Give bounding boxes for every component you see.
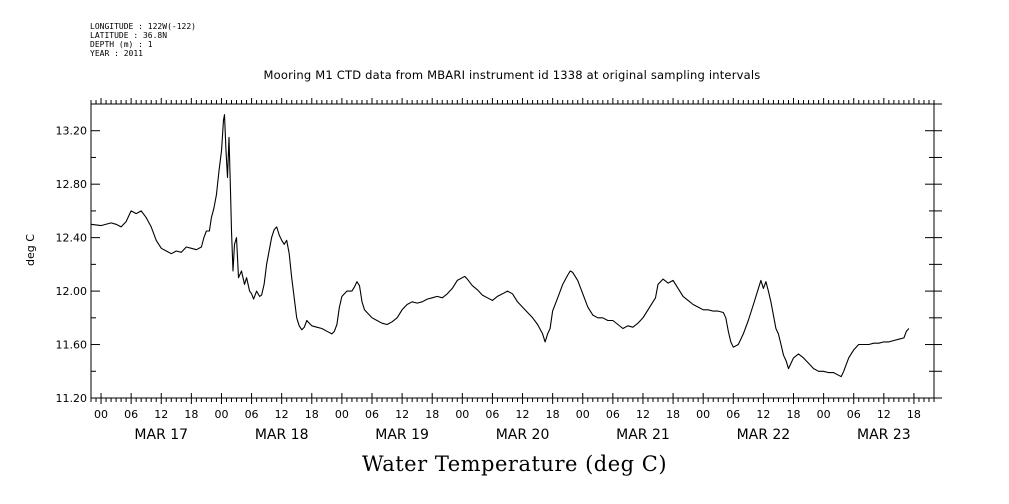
x-hour-label: 00 — [214, 408, 228, 421]
x-hour-label: 12 — [395, 408, 409, 421]
x-axis-label: Water Temperature (deg C) — [361, 452, 668, 476]
x-hour-label: 18 — [666, 408, 680, 421]
x-hour-label: 00 — [335, 408, 349, 421]
x-hour-label: 06 — [847, 408, 861, 421]
plot-border — [90, 103, 935, 399]
x-hour-label: 12 — [516, 408, 530, 421]
x-hour-label: 06 — [245, 408, 259, 421]
latitude-label: LATITUDE : 36.8N — [90, 31, 168, 40]
x-day-label: MAR 17 — [134, 427, 188, 443]
x-hour-label: 18 — [546, 408, 560, 421]
x-hour-label: 06 — [485, 408, 499, 421]
x-day-label: MAR 19 — [375, 427, 429, 443]
x-hour-label: 00 — [576, 408, 590, 421]
chart-title: Mooring M1 CTD data from MBARI instrumen… — [263, 68, 761, 82]
x-day-label: MAR 18 — [255, 427, 309, 443]
plot-frame — [90, 103, 935, 399]
x-hour-label: 06 — [365, 408, 379, 421]
metadata-block: LONGITUDE : 122W(-122) LATITUDE : 36.8N … — [90, 22, 196, 58]
x-day-label: MAR 20 — [496, 427, 550, 443]
x-hour-label: 00 — [455, 408, 469, 421]
depth-label: DEPTH (m) : 1 — [90, 40, 153, 49]
x-hour-label: 06 — [726, 408, 740, 421]
x-hour-label: 12 — [877, 408, 891, 421]
x-hour-label: 00 — [696, 408, 710, 421]
x-hour-label: 00 — [94, 408, 108, 421]
x-hour-label: 12 — [636, 408, 650, 421]
x-hour-label: 06 — [124, 408, 138, 421]
x-hour-label: 12 — [756, 408, 770, 421]
y-axis-label: deg C — [24, 234, 37, 266]
y-tick-label: 13.20 — [56, 125, 88, 138]
x-hour-label: 18 — [907, 408, 921, 421]
x-hour-label: 18 — [305, 408, 319, 421]
year-label: YEAR : 2011 — [90, 49, 143, 58]
y-tick-label: 12.00 — [56, 285, 88, 298]
x-hour-label: 00 — [817, 408, 831, 421]
x-hour-label: 12 — [275, 408, 289, 421]
y-axis-ticks: 13.20 12.80 12.40 12.00 11.60 11.20 — [56, 103, 942, 405]
x-hour-label: 12 — [154, 408, 168, 421]
y-tick-label: 12.40 — [56, 232, 88, 245]
x-day-label: MAR 22 — [737, 427, 791, 443]
x-hour-label: 18 — [787, 408, 801, 421]
temperature-series-line — [90, 114, 910, 378]
x-axis-ticks: 00 06 12 18 00 06 12 18 00 06 12 18 00 06 12 18 00 06 12 18… — [90, 98, 935, 443]
longitude-label: LONGITUDE : 122W(-122) — [90, 22, 196, 31]
y-tick-label: 11.60 — [56, 339, 88, 352]
y-tick-label: 11.20 — [56, 392, 88, 405]
series-layer — [90, 114, 910, 378]
x-day-label: MAR 21 — [616, 427, 670, 443]
x-hour-label: 06 — [606, 408, 620, 421]
x-hour-label: 18 — [184, 408, 198, 421]
x-day-label: MAR 23 — [857, 427, 911, 443]
x-hour-label: 18 — [425, 408, 439, 421]
y-tick-label: 12.80 — [56, 178, 88, 191]
